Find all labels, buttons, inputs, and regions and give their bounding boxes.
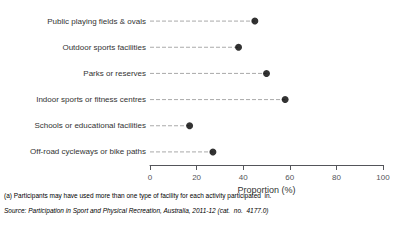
- svg-text:20: 20: [192, 173, 201, 182]
- svg-text:Off-road cycleways or bike pat: Off-road cycleways or bike paths: [30, 147, 146, 156]
- svg-text:(a) Participants may have used: (a) Participants may have used more than…: [4, 192, 272, 200]
- svg-text:Indoor sports or fitness centr: Indoor sports or fitness centres: [36, 95, 146, 104]
- svg-text:Source: Participation in Sport: Source: Participation in Sport and Physi…: [4, 207, 268, 215]
- svg-text:80: 80: [332, 173, 341, 182]
- svg-text:Parks or reserves: Parks or reserves: [83, 69, 146, 78]
- svg-text:Schools or educational facilit: Schools or educational facilities: [34, 121, 146, 130]
- svg-text:Outdoor sports facilities: Outdoor sports facilities: [62, 43, 146, 52]
- svg-text:Public playing fields & ovals: Public playing fields & ovals: [47, 17, 146, 26]
- svg-text:60: 60: [285, 173, 294, 182]
- svg-text:0: 0: [148, 173, 153, 182]
- svg-text:Proportion (%): Proportion (%): [237, 185, 295, 195]
- svg-text:40: 40: [239, 173, 248, 182]
- svg-text:100: 100: [376, 173, 390, 182]
